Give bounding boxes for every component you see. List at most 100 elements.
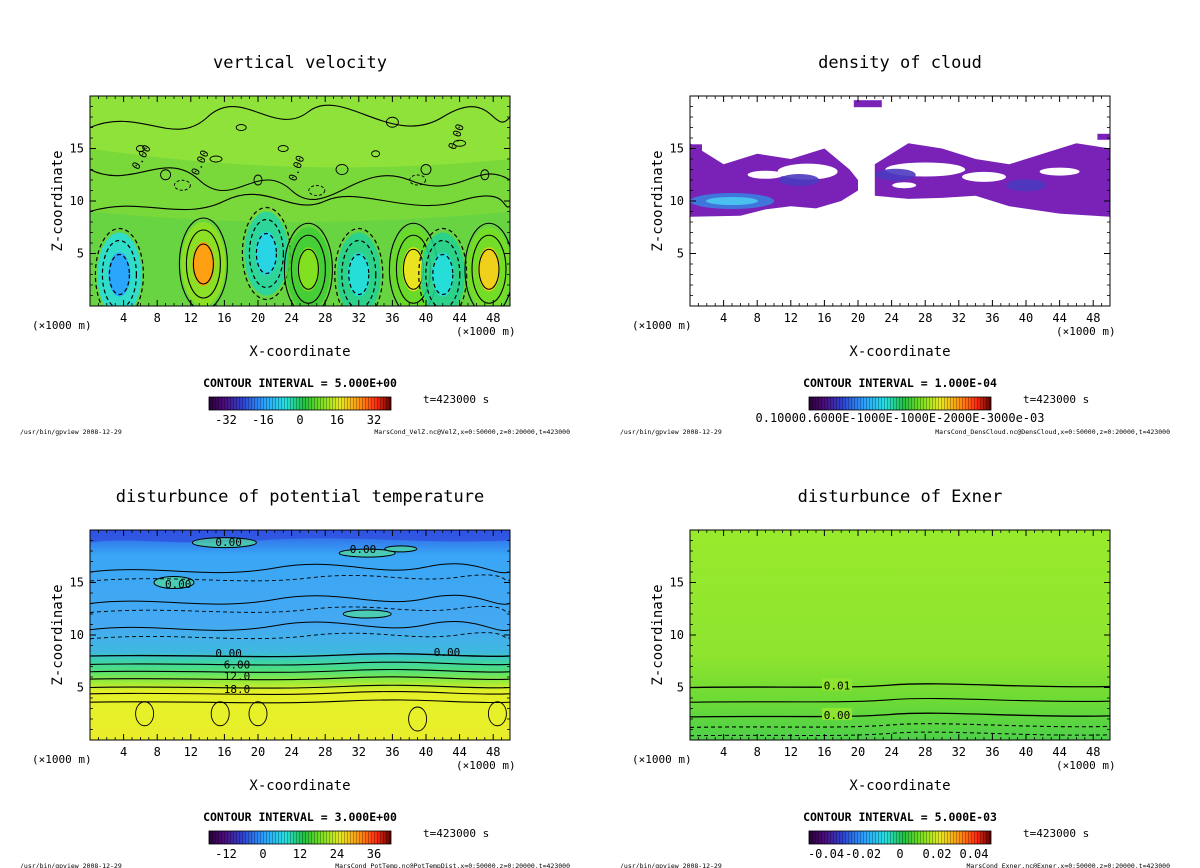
panel-title: density of cloud bbox=[818, 53, 982, 73]
contour-line bbox=[185, 229, 221, 299]
warm-anomaly bbox=[192, 537, 257, 548]
colorbar-tick-label: 0 bbox=[259, 847, 266, 861]
contour-line bbox=[432, 253, 454, 296]
velocity-core bbox=[347, 252, 370, 297]
contour-line bbox=[464, 222, 510, 306]
contour-line bbox=[191, 537, 257, 549]
cloud-gap bbox=[1039, 167, 1080, 176]
colorbar-tick-label: -0.04 bbox=[808, 847, 844, 861]
small-contour-negative bbox=[173, 179, 191, 191]
time-label: t=423000 s bbox=[423, 827, 489, 840]
contour-line bbox=[418, 227, 468, 306]
x-tick-label: 44 bbox=[1052, 745, 1066, 759]
upper-contour bbox=[90, 594, 510, 605]
x-tick-label: 4 bbox=[720, 311, 727, 325]
footer-source: MarsCond_VelZ.nc@VelZ,x=0:50000,z=0:2000… bbox=[374, 428, 570, 436]
footer-program: /usr/bin/gpview 2008-12-29 bbox=[20, 862, 122, 868]
contour-label: 0.00 bbox=[165, 578, 192, 591]
upper-contour bbox=[90, 621, 510, 632]
upper-contour-negative bbox=[90, 605, 510, 613]
contour-line bbox=[153, 576, 195, 589]
contour-line bbox=[283, 222, 333, 306]
small-contour bbox=[277, 145, 289, 152]
x-unit-right: (×1000 m) bbox=[1056, 325, 1116, 338]
colorbar-tick-label: -16 bbox=[252, 413, 274, 427]
footer-source: MarsCond_PotTemp.nc@PotTempDist,x=0:5000… bbox=[335, 862, 570, 868]
exner-contour bbox=[690, 697, 1110, 703]
small-contour bbox=[235, 124, 247, 131]
z-axis-label: Z-coordinate bbox=[50, 150, 66, 251]
panel-potential-temperature: 0.000.000.000.00 0.006.0012.018.0disturbu… bbox=[20, 487, 570, 868]
x-tick-label: 32 bbox=[952, 745, 966, 759]
x-tick-label: 36 bbox=[985, 745, 999, 759]
x-tick-label: 36 bbox=[385, 745, 399, 759]
time-label: t=423000 s bbox=[1023, 827, 1089, 840]
stratified-contour bbox=[90, 676, 510, 681]
small-contour bbox=[135, 145, 145, 152]
upper-contour bbox=[90, 563, 510, 574]
x-tick-label: 36 bbox=[985, 311, 999, 325]
x-axis-label: X-coordinate bbox=[249, 778, 350, 794]
z-tick-label: 15 bbox=[70, 576, 84, 590]
cloud-density-core bbox=[875, 168, 916, 181]
x-tick-label: 40 bbox=[1019, 311, 1033, 325]
contour-label: 0.00 bbox=[215, 536, 242, 549]
x-tick-label: 32 bbox=[952, 311, 966, 325]
field-background bbox=[690, 530, 1110, 740]
x-tick-label: 32 bbox=[352, 311, 366, 325]
x-tick-label: 8 bbox=[154, 745, 161, 759]
x-unit-left: (×1000 m) bbox=[632, 753, 692, 766]
x-tick-label: 32 bbox=[352, 745, 366, 759]
contour-interval-label: CONTOUR INTERVAL = 5.000E-03 bbox=[803, 810, 997, 824]
small-contour bbox=[209, 155, 223, 163]
upper-contour-negative bbox=[90, 574, 510, 582]
contour-line bbox=[338, 548, 396, 558]
colorbar-tick-label: 24 bbox=[330, 847, 344, 861]
plot-area bbox=[690, 100, 1110, 217]
contour-label: 12.0 bbox=[224, 670, 251, 683]
x-tick-label: 8 bbox=[754, 311, 761, 325]
velocity-core bbox=[192, 242, 215, 286]
x-tick-label: 20 bbox=[851, 745, 865, 759]
contour-label: 0.00 bbox=[350, 543, 377, 556]
contour-line bbox=[297, 248, 319, 290]
stratified-contour bbox=[90, 668, 510, 673]
x-tick-label: 28 bbox=[318, 745, 332, 759]
stratified-contour bbox=[90, 653, 510, 658]
x-axis-label: X-coordinate bbox=[249, 344, 350, 360]
cloud-patch bbox=[1097, 133, 1110, 140]
x-tick-label: 12 bbox=[184, 311, 198, 325]
contour-label: 0.00 bbox=[215, 647, 242, 660]
x-unit-right: (×1000 m) bbox=[1056, 759, 1116, 772]
contour-line bbox=[348, 253, 370, 296]
x-tick-label: 16 bbox=[817, 311, 831, 325]
small-contour bbox=[480, 169, 490, 181]
x-tick-label: 20 bbox=[251, 311, 265, 325]
cloud-gap bbox=[892, 182, 917, 189]
small-contour bbox=[371, 150, 381, 158]
z-tick-label: 10 bbox=[670, 194, 684, 208]
stratified-contour bbox=[90, 684, 510, 689]
contour-line bbox=[334, 227, 384, 306]
z-axis-label: Z-coordinate bbox=[50, 584, 66, 685]
panel-title: disturbunce of Exner bbox=[798, 487, 1003, 507]
exner-contour bbox=[690, 723, 1110, 728]
x-tick-label: 16 bbox=[217, 311, 231, 325]
cloud-density-peak bbox=[706, 197, 758, 205]
footer-program: /usr/bin/gpview 2008-12-29 bbox=[20, 428, 122, 436]
x-tick-label: 44 bbox=[452, 311, 466, 325]
cold-band bbox=[90, 530, 510, 543]
x-tick-label: 40 bbox=[419, 745, 433, 759]
stratified-contour bbox=[90, 699, 510, 704]
exner-contour bbox=[690, 712, 1110, 718]
colorbar-tick-label: 16 bbox=[330, 413, 344, 427]
x-tick-label: 48 bbox=[1086, 745, 1100, 759]
colorbar-tick-label: -0.02 bbox=[845, 847, 881, 861]
colorbar-tick-label: 0.04 bbox=[960, 847, 989, 861]
stratified-contour bbox=[90, 661, 510, 666]
z-tick-label: 15 bbox=[70, 142, 84, 156]
x-tick-label: 20 bbox=[851, 311, 865, 325]
